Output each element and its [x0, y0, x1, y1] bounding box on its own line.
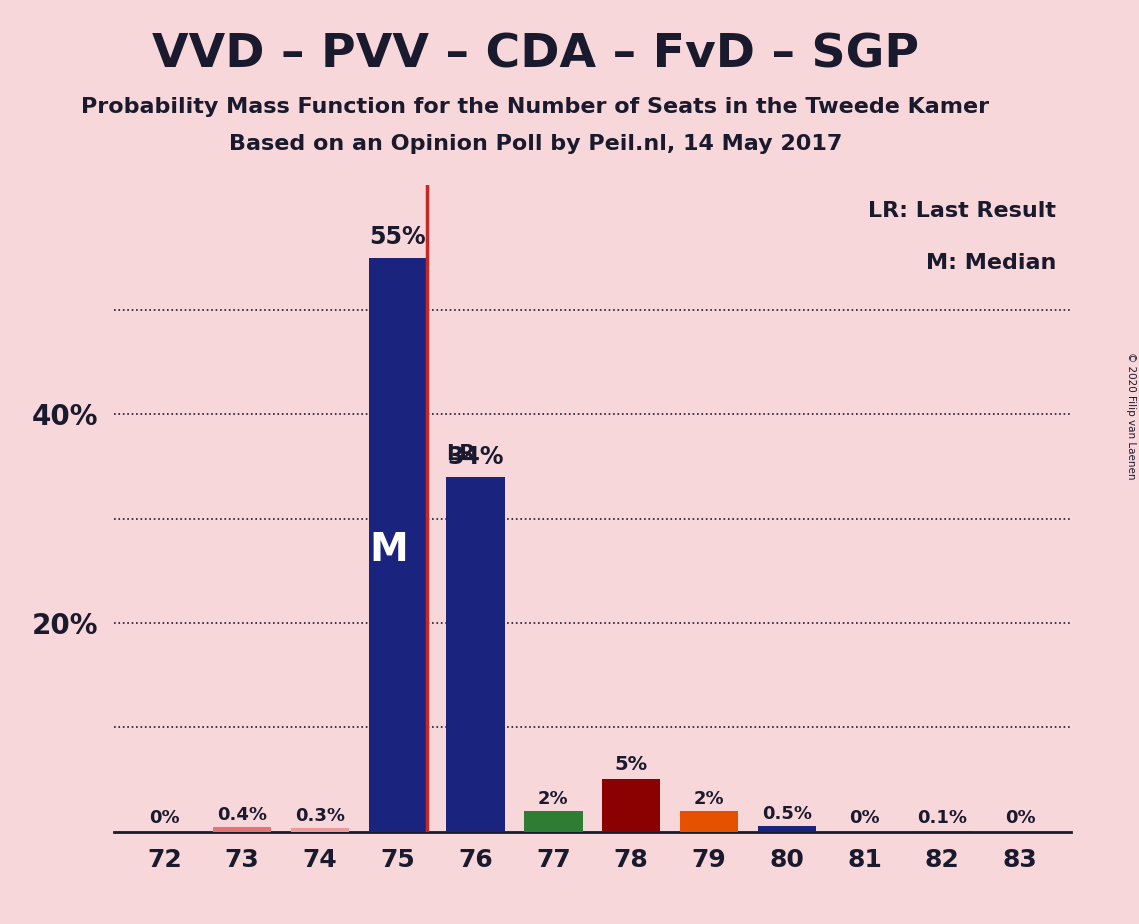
Text: 5%: 5%	[615, 755, 648, 774]
Text: 55%: 55%	[369, 225, 426, 249]
Text: LR: Last Result: LR: Last Result	[868, 201, 1056, 221]
Bar	[213, 827, 271, 832]
Bar	[757, 826, 816, 832]
Bar	[603, 780, 661, 832]
Bar	[369, 258, 427, 832]
Text: 0%: 0%	[1005, 809, 1035, 827]
Bar	[913, 831, 972, 832]
Text: © 2020 Filip van Laenen: © 2020 Filip van Laenen	[1126, 352, 1136, 480]
Text: Probability Mass Function for the Number of Seats in the Tweede Kamer: Probability Mass Function for the Number…	[81, 97, 990, 117]
Text: 2%: 2%	[694, 790, 724, 808]
Bar	[680, 810, 738, 832]
Bar	[446, 477, 505, 832]
Text: VVD – PVV – CDA – FvD – SGP: VVD – PVV – CDA – FvD – SGP	[151, 32, 919, 78]
Text: 0.3%: 0.3%	[295, 808, 345, 825]
Text: Based on an Opinion Poll by Peil.nl, 14 May 2017: Based on an Opinion Poll by Peil.nl, 14 …	[229, 134, 842, 154]
Text: 0.5%: 0.5%	[762, 805, 812, 823]
Text: 0%: 0%	[149, 809, 180, 827]
Text: M: Median: M: Median	[926, 253, 1056, 273]
Text: 34%: 34%	[448, 444, 503, 468]
Text: M: M	[369, 531, 408, 569]
Text: 0.1%: 0.1%	[917, 809, 967, 827]
Text: 0%: 0%	[850, 809, 879, 827]
Text: 2%: 2%	[538, 790, 568, 808]
Text: LR: LR	[446, 444, 475, 465]
Text: 0.4%: 0.4%	[218, 807, 268, 824]
Bar	[290, 829, 350, 832]
Bar	[524, 810, 582, 832]
